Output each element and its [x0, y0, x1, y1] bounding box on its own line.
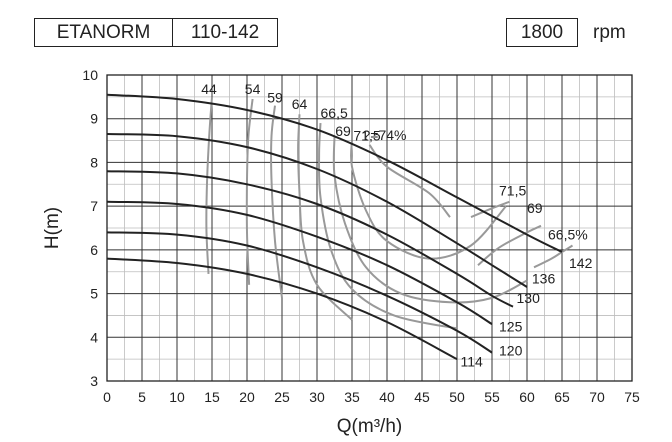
x-axis-title: Q(m³/h)	[337, 416, 402, 437]
head-curve	[106, 257, 458, 360]
y-tick-label: 9	[90, 111, 98, 127]
x-tick-label: 55	[484, 389, 500, 405]
efficiency-label: 66,5	[321, 105, 348, 121]
efficiency-label: 59	[267, 90, 283, 106]
y-tick-label: 7	[90, 198, 98, 214]
efficiency-curve	[270, 105, 283, 299]
x-tick-label: 70	[589, 389, 605, 405]
x-tick-label: 30	[309, 389, 325, 405]
y-tick-label: 3	[90, 373, 98, 389]
efficiency-curve	[318, 123, 458, 330]
x-tick-label: 65	[554, 389, 570, 405]
x-tick-label: 40	[379, 389, 395, 405]
efficiency-label: 69	[335, 123, 351, 139]
x-tick-label: 10	[169, 389, 185, 405]
efficiency-curve	[470, 200, 510, 219]
efficiency-curve	[332, 136, 528, 304]
efficiency-label: 69	[527, 200, 543, 216]
speed-value: 1800	[506, 18, 578, 47]
impeller-diameter-label: 136	[532, 270, 556, 286]
pump-size-label: 110-142	[172, 18, 278, 47]
impeller-diameter-label: 120	[499, 342, 523, 358]
speed-unit: rpm	[593, 22, 626, 43]
plot-frame	[106, 74, 633, 382]
efficiency-curve	[477, 224, 542, 266]
x-tick-label: 50	[449, 389, 465, 405]
x-tick-label: 5	[138, 389, 146, 405]
impeller-diameter-label: 142	[569, 255, 593, 271]
efficiency-curve	[205, 96, 213, 274]
head-curve	[106, 133, 528, 288]
efficiency-curve	[349, 140, 507, 260]
efficiency-label: 44	[201, 81, 217, 97]
x-tick-label: 15	[204, 389, 220, 405]
x-tick-label: 75	[624, 389, 640, 405]
efficiency-curve	[297, 114, 353, 321]
impeller-diameter-label: 114	[461, 353, 484, 369]
x-tick-label: 0	[103, 389, 111, 405]
x-tick-label: 20	[239, 389, 255, 405]
efficiency-label: 71,5	[499, 183, 526, 199]
efficiency-label: ?=74%	[363, 127, 407, 143]
y-tick-label: 6	[90, 242, 98, 258]
impeller-diameter-label: 125	[499, 318, 523, 334]
pump-model-label: ETANORM	[34, 18, 173, 47]
x-tick-label: 35	[344, 389, 360, 405]
efficiency-label: 54	[245, 81, 261, 97]
efficiency-label: 66,5%	[548, 226, 588, 242]
x-tick-label: 45	[414, 389, 430, 405]
efficiency-curve	[245, 98, 254, 285]
y-tick-label: 8	[90, 154, 98, 170]
x-tick-label: 60	[519, 389, 535, 405]
head-curve	[106, 93, 563, 253]
head-curve	[106, 170, 514, 308]
y-tick-label: 5	[90, 286, 98, 302]
head-curve	[106, 200, 493, 326]
y-tick-label: 4	[90, 329, 98, 345]
efficiency-label: 71,5	[353, 127, 380, 143]
impeller-diameter-label: 130	[517, 290, 541, 306]
efficiency-label: 64	[292, 96, 308, 112]
head-curve	[106, 231, 493, 354]
efficiency-curve	[533, 244, 574, 269]
y-tick-label: 10	[82, 67, 98, 83]
y-axis-title: H(m)	[42, 207, 63, 249]
x-tick-label: 25	[274, 389, 290, 405]
